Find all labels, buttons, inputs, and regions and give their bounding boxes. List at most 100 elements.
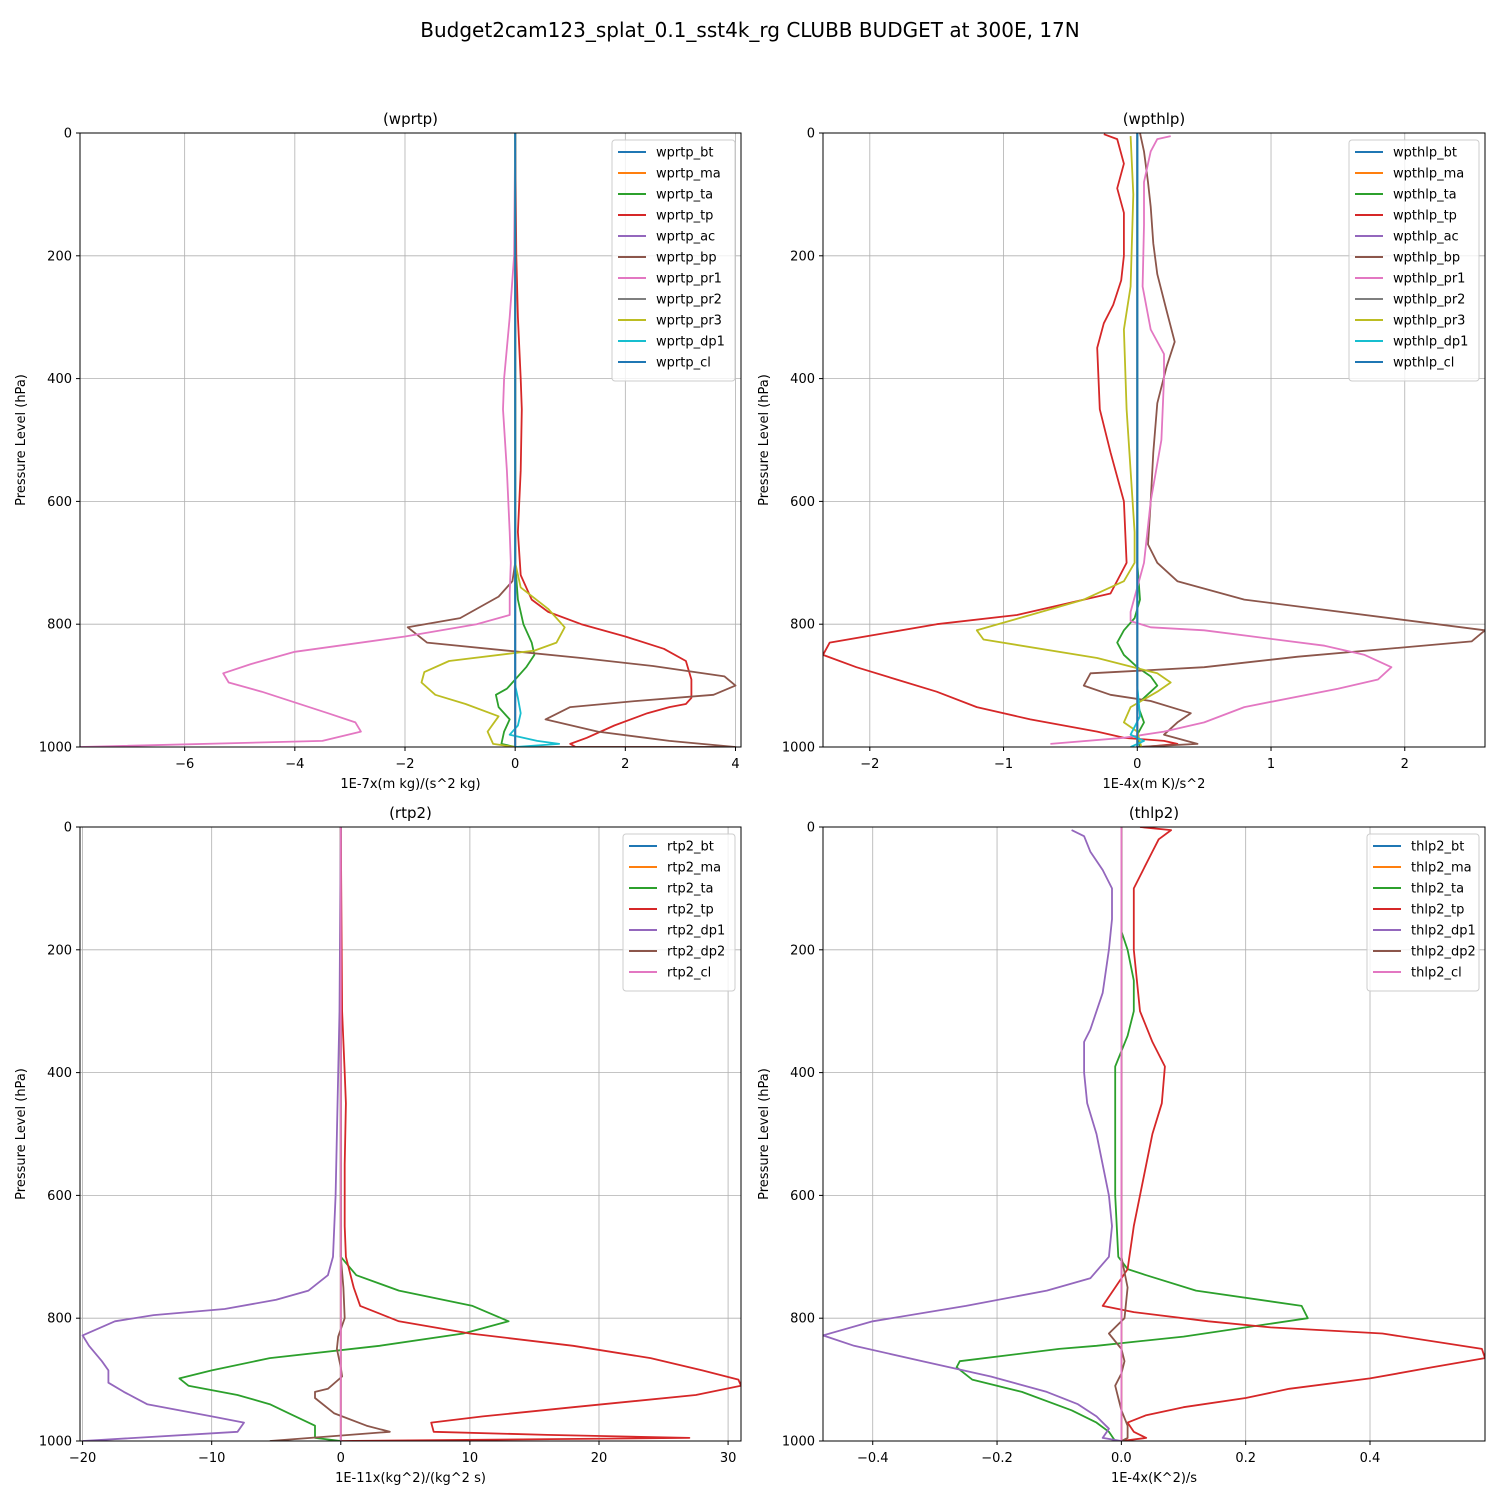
series-line-wpthlp-pr1 — [1050, 135, 1393, 745]
axes-frame — [822, 132, 1486, 748]
y-tick-label: 400 — [790, 372, 815, 387]
series-line-wprtp-tp — [514, 133, 736, 747]
y-tick-label: 1000 — [39, 1435, 72, 1450]
legend-label-wprtp-bp: wprtp_bp — [656, 251, 717, 266]
x-tick-label: −4 — [285, 757, 304, 772]
subplot-rtp2: −20 −10 0 10 20 30 0 200 400 600 800 1000 (rtp2) 1E-1… — [14, 804, 742, 1486]
legend-label-wpthlp-dp1: wpthlp_dp1 — [1393, 335, 1468, 350]
legend-label-wprtp-bt: wprtp_bt — [656, 146, 713, 161]
axes-frame — [822, 826, 1486, 1442]
series-line-wpthlp-bp — [1082, 133, 1485, 747]
legend-label-wpthlp-ta: wpthlp_ta — [1393, 188, 1457, 203]
series-line-thlp2-dp2 — [1108, 827, 1129, 1441]
x-tick-label: 2 — [1401, 757, 1409, 772]
legend: wprtp_bt wprtp_ma wprtp_ta wprtp_tp wprtp_ac… — [611, 139, 736, 382]
x-tick-label: 10 — [462, 1451, 479, 1466]
y-tick-label: 200 — [47, 249, 72, 264]
legend-label-thlp2-dp1: thlp2_dp1 — [1411, 924, 1476, 939]
x-axis-label: 1E-11x(kg^2)/(kg^2 s) — [335, 1471, 486, 1486]
legend-label-wprtp-pr3: wprtp_pr3 — [656, 314, 722, 329]
legend: wpthlp_bt wpthlp_ma wpthlp_ta wpthlp_tpwpth… — [1348, 139, 1480, 382]
x-tick-label: 0 — [337, 1451, 345, 1466]
x-tick-label: −1 — [994, 757, 1013, 772]
legend-label-thlp2-bt: thlp2_bt — [1411, 840, 1464, 855]
x-tick-label: 0 — [511, 757, 519, 772]
y-tick-label: 0 — [807, 821, 815, 836]
legend-label-rtp2-dp2: rtp2_dp2 — [667, 945, 725, 960]
x-tick-label: −20 — [69, 1451, 96, 1466]
legend-label-wprtp-pr2: wprtp_pr2 — [656, 293, 722, 308]
x-tick-label: 0 — [1133, 757, 1141, 772]
x-tick-label: −6 — [175, 757, 194, 772]
y-tick-label: 800 — [47, 1312, 72, 1327]
legend-label-wprtp-tp: wprtp_tp — [656, 209, 713, 224]
y-tick-label: 0 — [64, 821, 72, 836]
series-line-thlp2-dp1 — [823, 829, 1122, 1441]
y-tick-label: 0 — [807, 127, 815, 142]
legend-label-wpthlp-bt: wpthlp_bt — [1393, 146, 1457, 161]
y-axis-label: Pressure Level (hPa) — [14, 374, 29, 506]
x-tick-label: 0.4 — [1360, 1451, 1381, 1466]
series-line-thlp2-ta — [955, 827, 1309, 1441]
legend-label-rtp2-dp1: rtp2_dp1 — [667, 924, 725, 939]
subplot-grid: −6 −4 −2 0 2 402004006008001000(wprtp)1E-7x(m… — [14, 110, 1486, 1486]
subplot-title: (wpthlp) — [1123, 110, 1186, 128]
y-tick-label: 400 — [790, 1066, 815, 1081]
x-axis-label: 1E-4x(K^2)/s — [1111, 1471, 1197, 1486]
series-line-rtp2-tp — [339, 827, 741, 1441]
subplot-thlp2: −0.4 −0.2 0.0 0.2 0.4 0 200 400 600 800 1000 (thlp2… — [757, 804, 1486, 1486]
x-tick-label: 20 — [591, 1451, 608, 1466]
y-tick-label: 600 — [47, 495, 72, 510]
legend-label-rtp2-bt: rtp2_bt — [667, 840, 714, 855]
legend-label-wpthlp-ac: wpthlp_ac — [1393, 230, 1459, 245]
legend-label-wpthlp-ma: wpthlp_ma — [1393, 167, 1464, 182]
y-tick-label: 800 — [47, 618, 72, 633]
series-line-wprtp-pr3 — [420, 133, 566, 747]
series-line-wprtp-pr1 — [80, 133, 517, 747]
x-tick-label: 2 — [621, 757, 629, 772]
series-line-thlp2-tp — [1101, 827, 1485, 1441]
y-tick-label: 800 — [790, 618, 815, 633]
series-line-rtp2-ta — [178, 827, 510, 1441]
subplot-wprtp: −6 −4 −2 0 2 4 0 200 400 600 800 1000 (wprtp) 1E-7x(m… — [14, 110, 742, 792]
legend-label-rtp2-ta: rtp2_ta — [667, 882, 714, 897]
x-tick-label: 1 — [1267, 757, 1275, 772]
legend-label-wprtp-ta: wprtp_ta — [656, 188, 713, 203]
series-line-wpthlp-tp — [823, 133, 1179, 747]
y-tick-label: 200 — [47, 943, 72, 958]
legend-label-thlp2-dp2: thlp2_dp2 — [1411, 945, 1476, 960]
x-tick-label: −0.4 — [857, 1451, 889, 1466]
x-tick-label: −0.2 — [981, 1451, 1013, 1466]
legend-label-rtp2-ma: rtp2_ma — [667, 861, 721, 876]
x-tick-label: −2 — [860, 757, 879, 772]
subplot-title: (thlp2) — [1129, 804, 1179, 822]
x-tick-label: 0.2 — [1235, 1451, 1256, 1466]
legend-label-wpthlp-pr3: wpthlp_pr3 — [1393, 314, 1465, 329]
x-axis-label: 1E-4x(m K)/s^2 — [1103, 777, 1206, 792]
y-tick-label: 600 — [790, 1189, 815, 1204]
x-axis-label: 1E-7x(m kg)/(s^2 kg) — [340, 777, 480, 792]
subplot-title: (rtp2) — [389, 804, 432, 822]
legend-label-wprtp-dp1: wprtp_dp1 — [656, 335, 725, 350]
legend-label-wpthlp-bp: wpthlp_bp — [1393, 251, 1460, 266]
y-axis-label: Pressure Level (hPa) — [14, 1068, 29, 1200]
y-tick-label: 200 — [790, 249, 815, 264]
figure-title: Budget2cam123_splat_0.1_sst4k_rg CLUBB B… — [420, 18, 1079, 42]
legend-label-thlp2-ma: thlp2_ma — [1411, 861, 1472, 876]
legend-label-wpthlp-tp: wpthlp_tp — [1393, 209, 1457, 224]
x-tick-label: 4 — [731, 757, 739, 772]
series-line-wpthlp-pr3 — [975, 136, 1172, 747]
axes-frame — [79, 132, 742, 748]
y-tick-label: 400 — [47, 372, 72, 387]
series-line-wprtp-bp — [406, 133, 737, 747]
legend-label-wpthlp-cl: wpthlp_cl — [1393, 356, 1454, 371]
legend-label-wprtp-pr1: wprtp_pr1 — [656, 272, 722, 287]
legend-label-thlp2-ta: thlp2_ta — [1411, 882, 1464, 897]
subplot-wpthlp: −2 −1 0 1 2 0 200 400 600 800 1000 (wpthlp) 1E-4x(m … — [757, 110, 1486, 792]
legend-label-wprtp-ac: wprtp_ac — [656, 230, 715, 245]
y-tick-label: 1000 — [39, 741, 72, 756]
y-tick-label: 1000 — [782, 1435, 815, 1450]
y-axis-label: Pressure Level (hPa) — [757, 374, 772, 506]
y-tick-label: 400 — [47, 1066, 72, 1081]
x-tick-label: 0.0 — [1111, 1451, 1132, 1466]
